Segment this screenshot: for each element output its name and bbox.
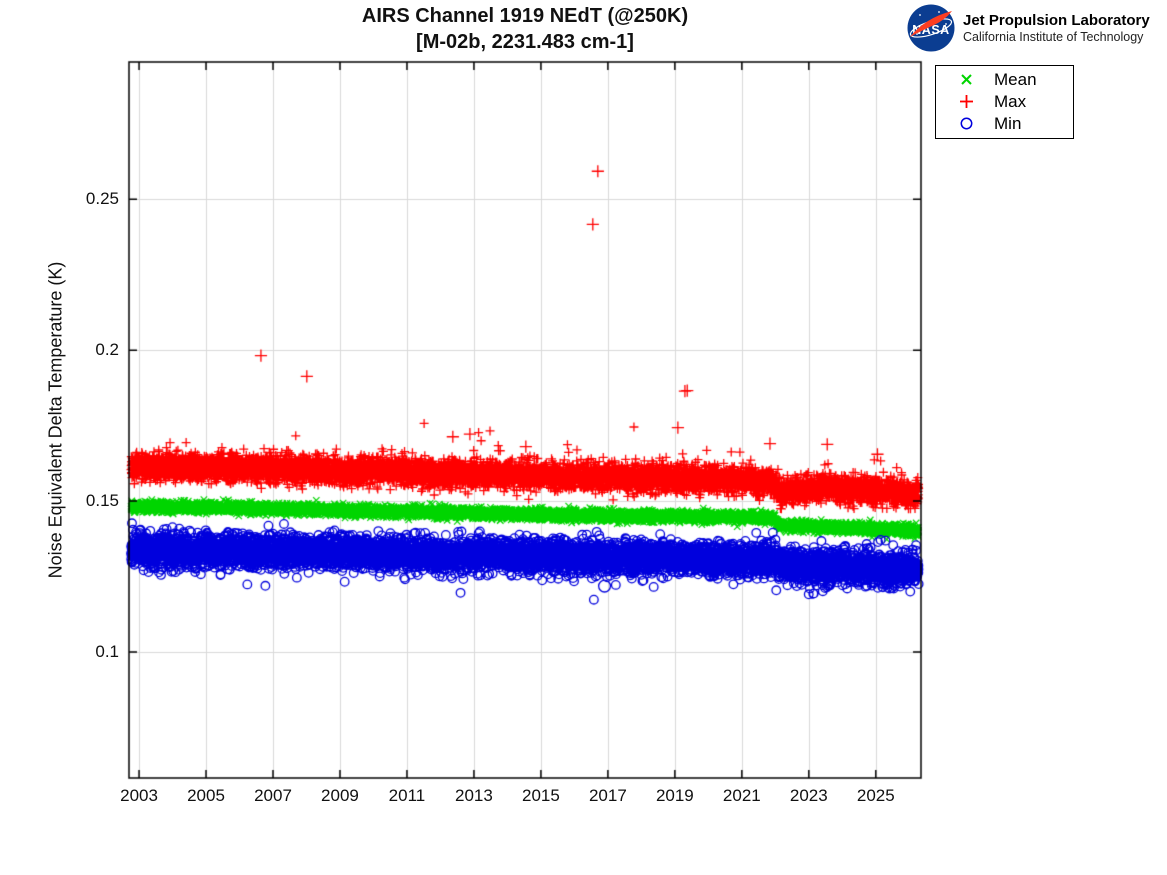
x-tick-label: 2015 xyxy=(521,786,560,805)
legend-label-mean: Mean xyxy=(994,70,1037,89)
x-tick-label: 2025 xyxy=(856,786,895,805)
x-tick-label: 2011 xyxy=(388,786,426,805)
legend-label-max: Max xyxy=(994,92,1027,111)
x-tick-label: 2013 xyxy=(455,786,493,805)
x-tick-label: 2021 xyxy=(722,786,761,805)
x-tick-label: 2019 xyxy=(655,786,694,805)
x-tick-label: 2007 xyxy=(254,786,292,805)
legend-item-max: Max xyxy=(936,91,1073,113)
x-tick-label: 2023 xyxy=(789,786,828,805)
y-tick-label: 0.2 xyxy=(95,340,119,360)
x-tick-label: 2009 xyxy=(321,786,359,805)
x-tick-label: 2017 xyxy=(588,786,627,805)
min-circle-marker-icon xyxy=(960,117,973,130)
legend-box: Mean Max Min xyxy=(935,65,1074,139)
y-tick-label: 0.1 xyxy=(95,641,119,661)
x-tick-label: 2003 xyxy=(120,786,158,805)
max-plus-marker-icon xyxy=(960,95,973,108)
mean-x-marker-icon xyxy=(961,74,972,85)
legend-item-min: Min xyxy=(936,113,1073,135)
x-tick-label: 2005 xyxy=(187,786,225,805)
legend-label-min: Min xyxy=(994,114,1022,133)
y-tick-label: 0.25 xyxy=(85,189,119,209)
y-tick-label: 0.15 xyxy=(85,491,119,510)
legend-item-mean: Mean xyxy=(936,69,1073,91)
